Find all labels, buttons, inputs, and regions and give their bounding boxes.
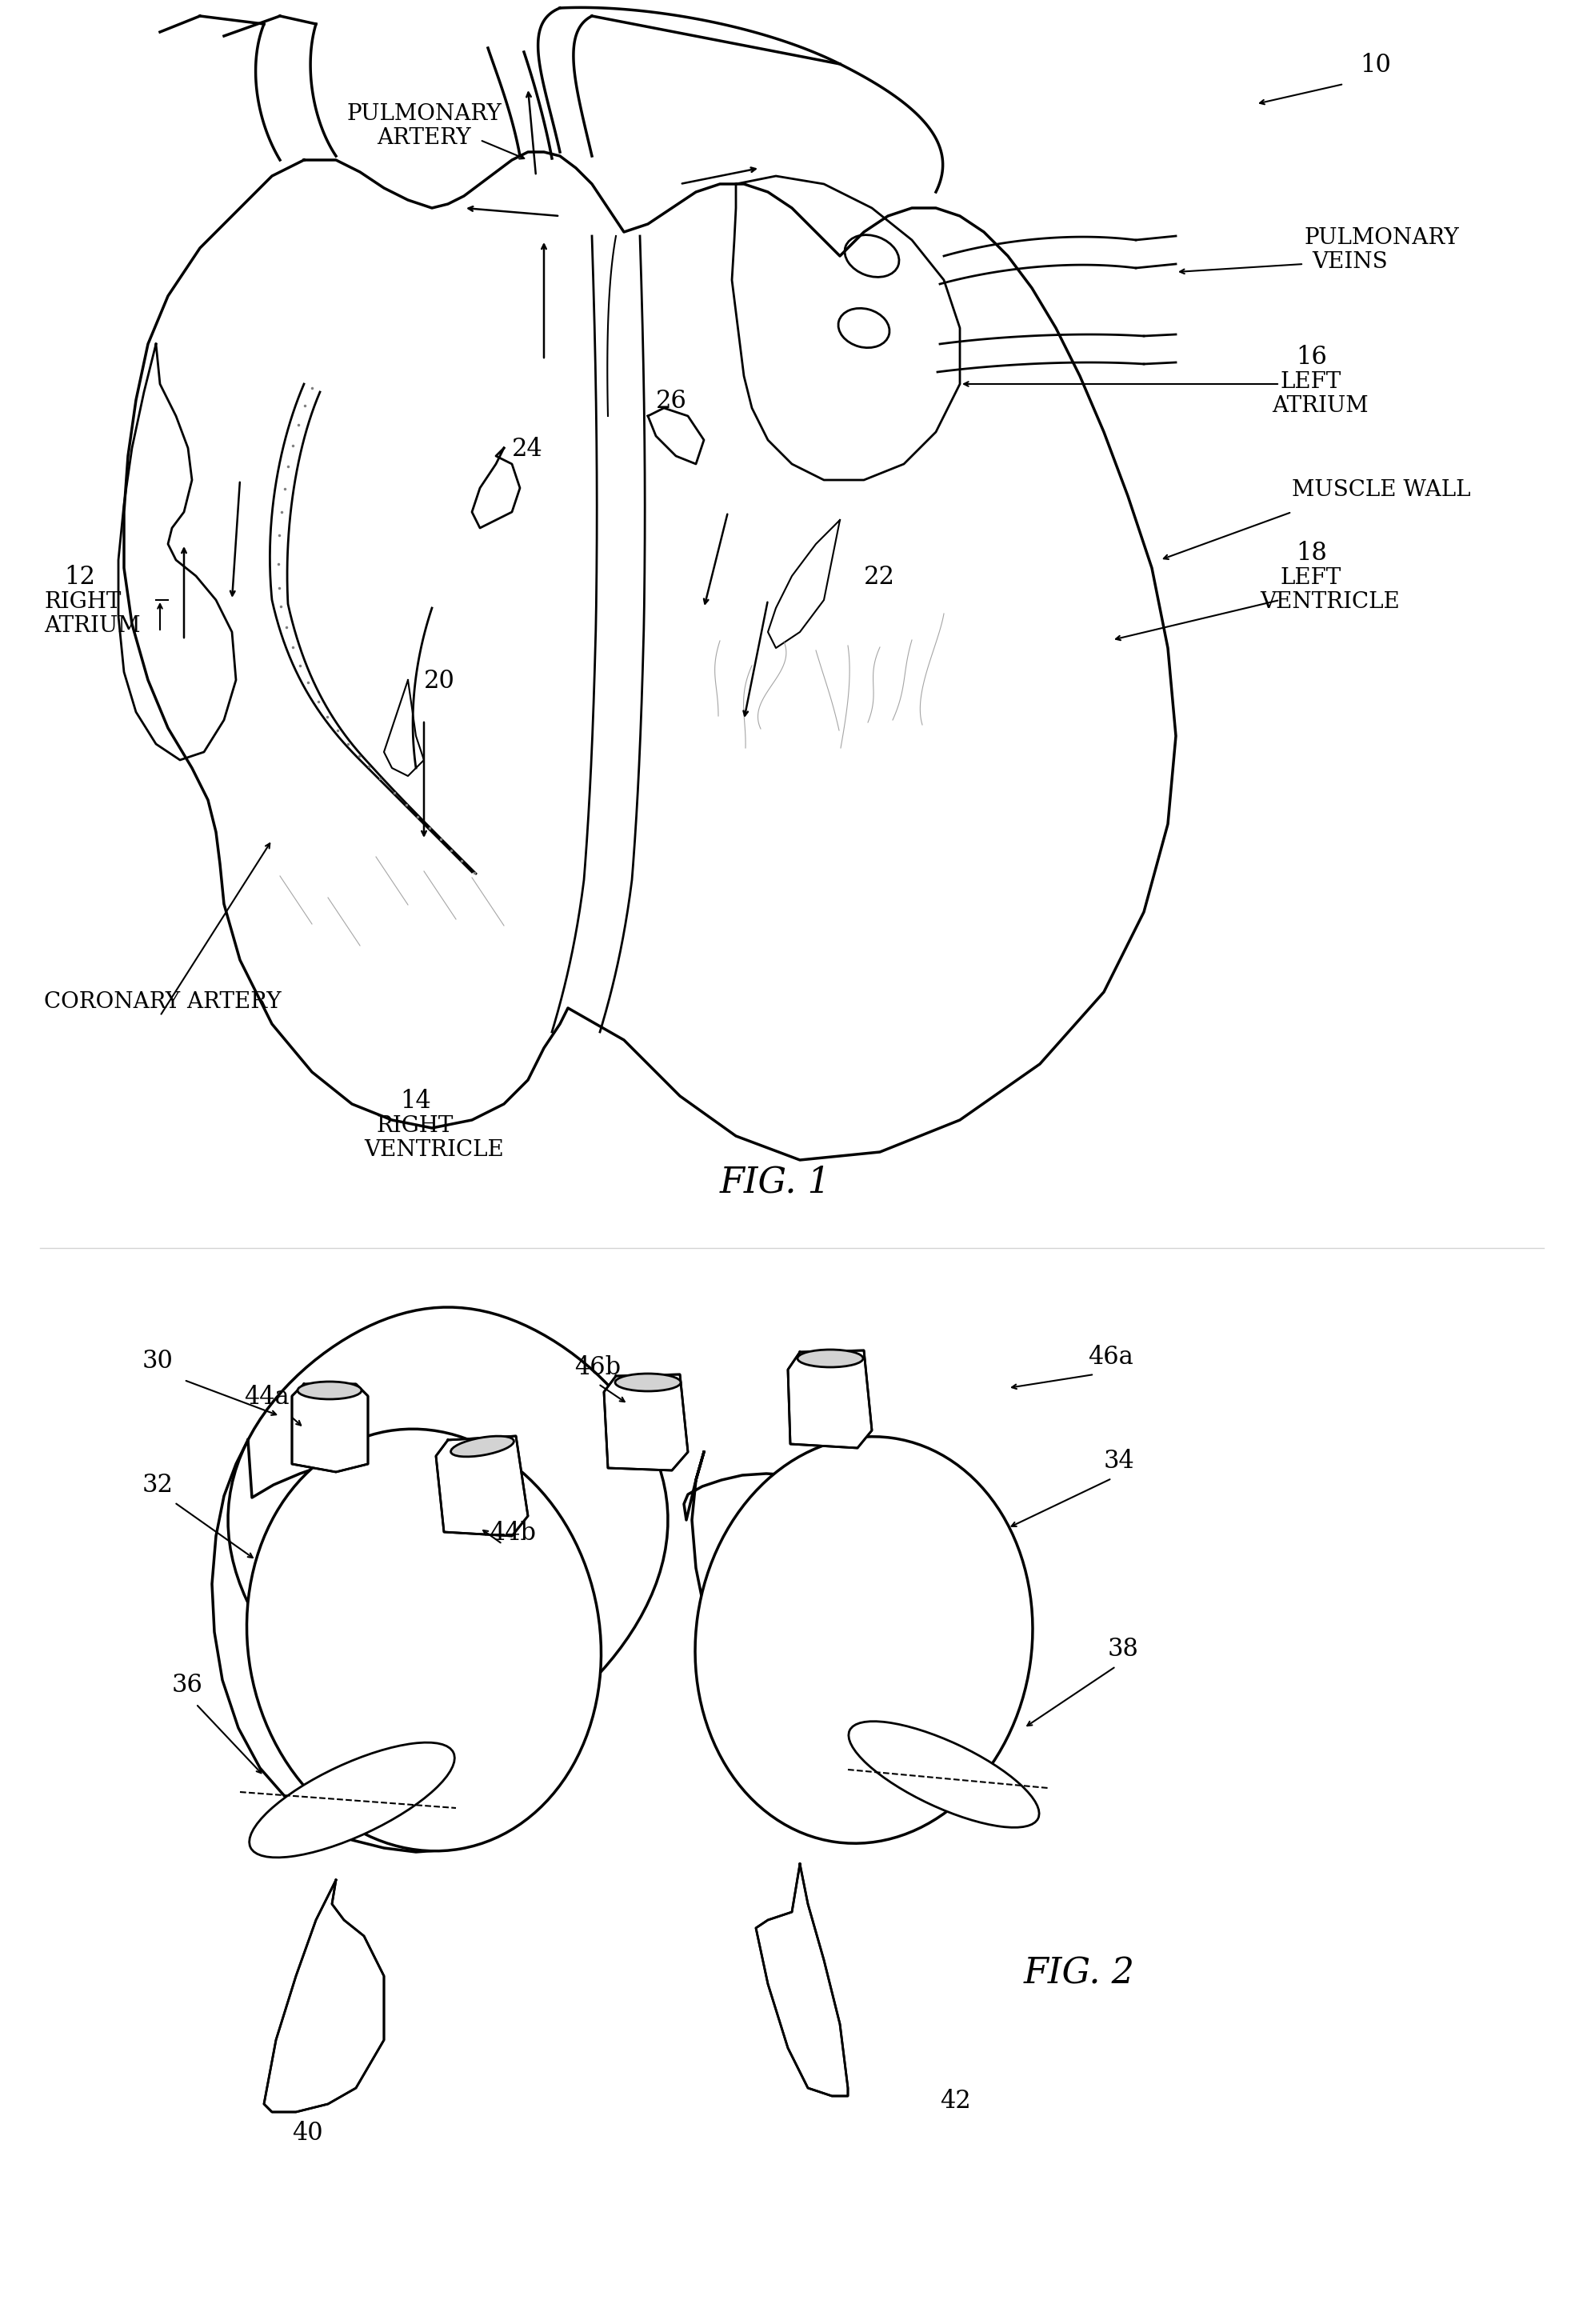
- Ellipse shape: [798, 1350, 863, 1367]
- Text: 26: 26: [655, 388, 687, 414]
- Text: 40: 40: [291, 2122, 323, 2145]
- Text: ATRIUM: ATRIUM: [1271, 395, 1368, 416]
- Text: LEFT: LEFT: [1279, 372, 1341, 393]
- Text: FIG. 2: FIG. 2: [1024, 1957, 1135, 1992]
- Text: PULMONARY: PULMONARY: [347, 102, 502, 125]
- Text: LEFT: LEFT: [1279, 567, 1341, 588]
- Text: 46a: 46a: [1088, 1346, 1133, 1369]
- Text: VENTRICLE: VENTRICLE: [364, 1139, 503, 1160]
- Text: VENTRICLE: VENTRICLE: [1260, 590, 1399, 614]
- Text: 44b: 44b: [489, 1520, 537, 1545]
- Text: 14: 14: [400, 1090, 431, 1113]
- Polygon shape: [435, 1436, 529, 1536]
- Text: 12: 12: [63, 565, 95, 590]
- Text: 20: 20: [424, 669, 454, 693]
- Text: ARTERY: ARTERY: [377, 128, 472, 149]
- Text: 36: 36: [173, 1673, 203, 1697]
- Text: 16: 16: [1296, 344, 1327, 370]
- Text: MUSCLE WALL: MUSCLE WALL: [1292, 479, 1471, 500]
- Polygon shape: [788, 1350, 872, 1448]
- Polygon shape: [757, 1864, 848, 2096]
- Text: 38: 38: [1108, 1636, 1138, 1662]
- Ellipse shape: [451, 1436, 514, 1457]
- Polygon shape: [605, 1373, 689, 1471]
- Text: 32: 32: [142, 1473, 174, 1497]
- Text: FIG. 1: FIG. 1: [720, 1164, 831, 1199]
- Text: 22: 22: [864, 565, 894, 590]
- Text: 44a: 44a: [244, 1385, 290, 1411]
- Text: RIGHT: RIGHT: [44, 590, 120, 614]
- Ellipse shape: [616, 1373, 681, 1392]
- Text: 46b: 46b: [575, 1355, 621, 1380]
- Text: CORONARY ARTERY: CORONARY ARTERY: [44, 992, 282, 1013]
- Text: 42: 42: [940, 2089, 970, 2113]
- Polygon shape: [264, 1880, 385, 2113]
- Ellipse shape: [848, 1722, 1038, 1827]
- Ellipse shape: [845, 235, 899, 277]
- Ellipse shape: [298, 1380, 361, 1399]
- Text: 24: 24: [511, 437, 543, 462]
- Text: VEINS: VEINS: [1312, 251, 1388, 272]
- Ellipse shape: [250, 1743, 454, 1857]
- Ellipse shape: [839, 309, 890, 349]
- Text: 34: 34: [1103, 1448, 1135, 1473]
- Polygon shape: [291, 1385, 367, 1471]
- Text: PULMONARY: PULMONARY: [1304, 228, 1460, 249]
- Text: 30: 30: [142, 1348, 174, 1373]
- Text: 10: 10: [1360, 53, 1391, 77]
- Ellipse shape: [695, 1436, 1032, 1843]
- Text: ATRIUM: ATRIUM: [44, 616, 141, 637]
- Ellipse shape: [247, 1429, 602, 1850]
- Text: RIGHT: RIGHT: [375, 1116, 453, 1136]
- Text: 18: 18: [1296, 541, 1327, 565]
